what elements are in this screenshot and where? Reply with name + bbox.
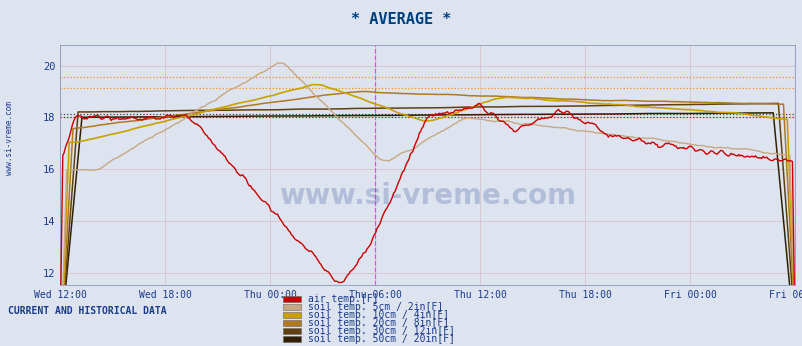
Text: CURRENT AND HISTORICAL DATA: CURRENT AND HISTORICAL DATA [8, 306, 167, 316]
Text: soil temp. 10cm / 4in[F]: soil temp. 10cm / 4in[F] [307, 310, 448, 320]
Text: soil temp. 30cm / 12in[F]: soil temp. 30cm / 12in[F] [307, 326, 454, 336]
Text: soil temp. 5cm / 2in[F]: soil temp. 5cm / 2in[F] [307, 302, 442, 312]
Text: www.si-vreme.com: www.si-vreme.com [279, 182, 575, 210]
Text: www.si-vreme.com: www.si-vreme.com [5, 101, 14, 175]
Text: soil temp. 50cm / 20in[F]: soil temp. 50cm / 20in[F] [307, 334, 454, 344]
Text: air temp.[F]: air temp.[F] [307, 294, 378, 304]
Text: soil temp. 20cm / 8in[F]: soil temp. 20cm / 8in[F] [307, 318, 448, 328]
Text: * AVERAGE *: * AVERAGE * [351, 12, 451, 27]
